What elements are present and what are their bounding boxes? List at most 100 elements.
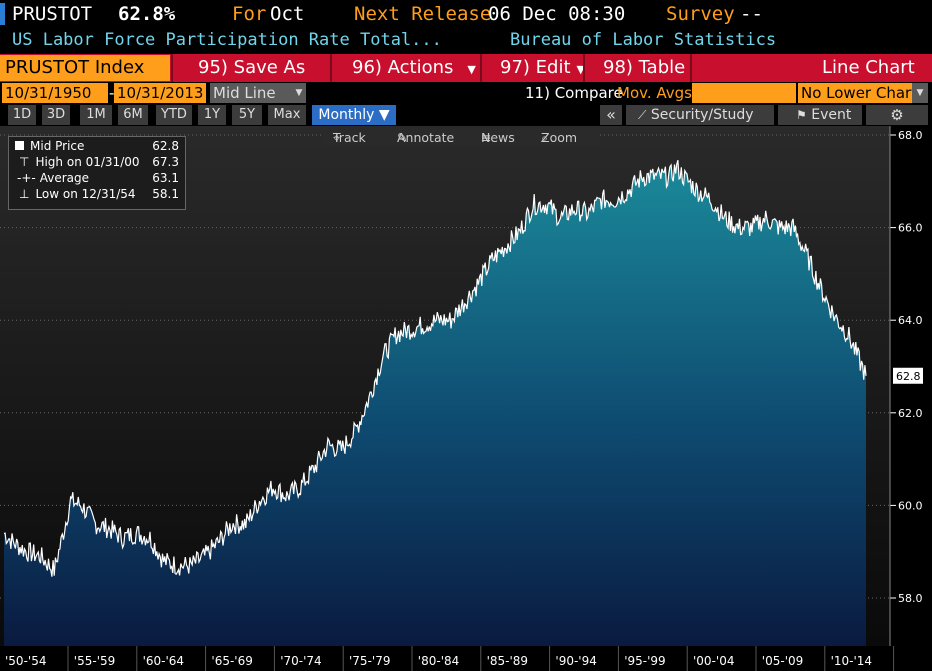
legend-label: Low on 12/31/54: [35, 187, 136, 201]
line-type-field[interactable]: Mid Line: [210, 83, 292, 103]
legend-label: High on 01/31/00: [35, 155, 140, 169]
legend-label: Average: [39, 171, 89, 185]
toolbar-separator: [583, 54, 585, 82]
legend-label: Mid Price: [30, 139, 85, 153]
x-tick-label: '00-'04: [693, 654, 734, 668]
chevron-down-icon: ▼: [467, 63, 476, 76]
x-tick-label: '80-'84: [418, 654, 459, 668]
chart-tools-bar: ⌖ Track ✎ Annotate ≡ News ⌕ Zoom: [323, 126, 600, 146]
legend-item-mid-price: Mid Price: [15, 139, 84, 153]
next-release-date: 06 Dec 08:30: [488, 3, 626, 25]
legend-value: 63.1: [152, 171, 179, 185]
flag-icon: ⚑: [796, 108, 807, 122]
description-bar: US Labor Force Participation Rate Total.…: [0, 28, 932, 54]
period-button-ytd[interactable]: YTD: [156, 105, 192, 125]
x-tick-label: '65-'69: [211, 654, 252, 668]
last-value: 62.8%: [118, 3, 176, 25]
security-study-button[interactable]: ⟋ Security/Study: [626, 105, 774, 125]
ticker-symbol: PRUSTOT: [12, 3, 93, 25]
x-tick-label: '85-'89: [487, 654, 528, 668]
legend-value: 58.1: [152, 187, 179, 201]
x-tick-label: '05-'09: [762, 654, 803, 668]
mov-avgs-field[interactable]: [692, 83, 796, 103]
frequency-dropdown[interactable]: Monthly ▼: [312, 105, 396, 125]
chevron-down-icon: ▼: [576, 63, 585, 76]
survey-value: --: [740, 3, 763, 25]
security-study-label: Security/Study: [650, 107, 754, 123]
edit-label: 97) Edit: [500, 57, 571, 78]
edit-menu[interactable]: 97) Edit ▼: [500, 54, 585, 82]
date-range-dash: -: [109, 84, 115, 102]
save-as-button[interactable]: 95) Save As: [198, 57, 306, 78]
last-value-box: [893, 367, 923, 384]
start-date-field[interactable]: 10/31/1950: [2, 83, 108, 103]
toolbar-separator: [690, 54, 692, 82]
x-axis-background: [0, 646, 890, 671]
legend-value: 67.3: [152, 155, 179, 169]
period-button-1y[interactable]: 1Y: [198, 105, 226, 125]
y-tick-label: 68.0: [898, 129, 923, 142]
annotate-label: Annotate: [397, 130, 455, 145]
y-tick-label: 58.0: [898, 592, 923, 605]
event-label: Event: [811, 107, 852, 123]
actions-label: 96) Actions: [352, 57, 454, 78]
legend-item-average: -+- Average: [15, 171, 89, 185]
actions-menu[interactable]: 96) Actions ▼: [352, 54, 476, 82]
x-tick-label: '70-'74: [280, 654, 321, 668]
end-date-field[interactable]: 10/31/2013: [114, 83, 206, 103]
accent-marker: [0, 3, 5, 25]
x-tick-label: '60-'64: [143, 654, 184, 668]
period-button-1d[interactable]: 1D: [8, 105, 36, 125]
low-marker-icon: ⊥: [19, 187, 30, 201]
table-button[interactable]: 98) Table: [603, 57, 686, 78]
series-area: [4, 160, 866, 646]
chart-type-label[interactable]: Line Chart: [822, 57, 915, 78]
toolbar-separator: [480, 54, 482, 82]
period-button-6m[interactable]: 6M: [118, 105, 148, 125]
period-button-3d[interactable]: 3D: [42, 105, 70, 125]
lower-chart-field[interactable]: No Lower Chart: [798, 83, 912, 103]
magnifier-icon: ⌕: [541, 130, 549, 145]
series-line: [3, 160, 867, 577]
chevron-down-icon[interactable]: ▼: [292, 83, 306, 103]
ticker-field[interactable]: PRUSTOT Index: [0, 55, 170, 81]
x-tick-label: '50-'54: [5, 654, 46, 668]
legend-item-high: ⊤ High on 01/31/00: [15, 155, 140, 169]
chart-study-icon: ⟋: [638, 108, 647, 122]
x-tick-label: '95-'99: [624, 654, 665, 668]
toolbar-separator: [330, 54, 332, 82]
compare-button[interactable]: 11) Compare: [525, 84, 623, 102]
y-tick-label: 62.0: [898, 407, 923, 420]
period-button-5y[interactable]: 5Y: [232, 105, 262, 125]
function-toolbar: PRUSTOT Index 95) Save As 96) Actions ▼ 9…: [0, 54, 932, 82]
survey-label: Survey: [666, 3, 735, 25]
pencil-icon: ✎: [397, 130, 408, 145]
news-icon: ≡: [481, 130, 492, 145]
gear-icon[interactable]: ⚙: [866, 105, 928, 125]
y-tick-label: 60.0: [898, 499, 923, 512]
period-button-1m[interactable]: 1M: [80, 105, 112, 125]
legend-item-low: ⊥ Low on 12/31/54: [15, 187, 136, 201]
for-period: Oct: [270, 3, 305, 25]
square-icon: [15, 141, 24, 150]
mov-avgs-button[interactable]: Mov. Avgs: [617, 84, 692, 102]
y-tick-label: 66.0: [898, 222, 923, 235]
event-button[interactable]: ⚑ Event: [778, 105, 862, 125]
series-source: Bureau of Labor Statistics: [510, 30, 777, 50]
for-label: For: [232, 3, 267, 25]
x-tick-label: '90-'94: [555, 654, 596, 668]
y-axis: 68.0 66.0 64.0 62.0 60.0 58.0: [889, 126, 923, 646]
last-value-label: 62.8: [896, 370, 921, 383]
high-marker-icon: ⊤: [19, 155, 30, 169]
line-chart[interactable]: 68.066.064.062.060.058.0 '50-'54'55-'59 '…: [0, 126, 932, 671]
period-button-max[interactable]: Max: [268, 105, 306, 125]
x-tick-label: '55-'59: [74, 654, 115, 668]
header-bar: PRUSTOT 62.8% For Oct Next Release 06 De…: [0, 0, 932, 28]
chart-legend[interactable]: Mid Price 62.8 ⊤ High on 01/31/00 67.3 -+…: [8, 136, 186, 210]
average-marker-icon: -+-: [17, 171, 36, 185]
chevron-down-icon[interactable]: ▼: [912, 83, 928, 103]
zoom-label: Zoom: [541, 130, 578, 145]
x-tick-label: '10-'14: [831, 654, 872, 668]
collapse-button[interactable]: «: [600, 105, 622, 125]
period-bar: 1D 3D 1M 6M YTD 1Y 5Y Max Monthly ▼ « ⟋ …: [0, 104, 932, 126]
